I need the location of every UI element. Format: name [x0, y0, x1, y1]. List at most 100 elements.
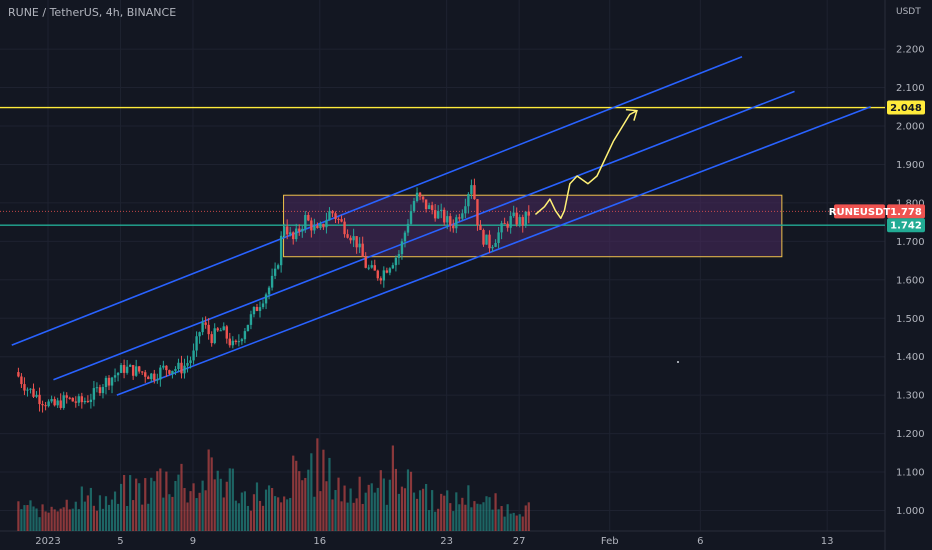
volume-bar: [213, 479, 216, 531]
currency-unit: USDT: [896, 7, 921, 17]
candle-body: [270, 275, 274, 288]
volume-bar: [455, 492, 458, 531]
support-price-tag: 1.742: [890, 221, 922, 232]
candle-body: [177, 362, 180, 370]
candle-body: [92, 388, 96, 400]
volume-bar: [319, 491, 322, 531]
volume-bar: [62, 507, 65, 531]
regression-channel: [11, 56, 871, 396]
candle-body: [461, 213, 464, 219]
volume-bar: [92, 505, 96, 531]
volume-bar: [527, 502, 530, 531]
last-price-tag-box: [887, 204, 925, 219]
channel-line-upper: [11, 56, 743, 346]
channel-line-lower: [116, 106, 871, 396]
candle-body: [20, 376, 23, 385]
volume-bar: [201, 480, 204, 531]
volume-bar: [307, 469, 310, 531]
volume-bar: [331, 499, 334, 531]
candle-body: [334, 213, 337, 220]
time-tick-label: 23: [440, 536, 453, 547]
candle-body: [527, 211, 530, 216]
volume-bar: [249, 510, 253, 531]
candle-body: [264, 294, 268, 304]
candle-body: [86, 400, 90, 402]
volume-bar: [512, 512, 515, 531]
candle-body: [491, 246, 494, 249]
candle-body: [243, 331, 247, 340]
volume-bar: [135, 478, 138, 531]
volume-bar: [464, 504, 467, 531]
time-tick-label: Feb: [601, 536, 619, 547]
candle-body: [95, 387, 99, 389]
candle-body: [207, 324, 210, 335]
volume-bar: [38, 517, 41, 531]
volume-bar: [313, 496, 316, 531]
volume-bar: [428, 510, 431, 531]
symbol-tag-box: [834, 204, 885, 219]
volume-bar: [289, 497, 292, 531]
volume-bar: [231, 468, 234, 531]
volume-bar: [280, 502, 283, 531]
candle-body: [458, 217, 461, 219]
volume-bar: [443, 495, 446, 531]
volume-bar: [132, 500, 135, 531]
candle-body: [430, 205, 434, 211]
price-tick-label: 1.000: [896, 506, 925, 517]
candle-body: [201, 322, 204, 333]
price-tick-label: 1.200: [896, 429, 925, 440]
volume-bar: [243, 491, 247, 531]
volume-bar: [476, 503, 479, 531]
candle-body: [113, 375, 117, 378]
volume-bar: [264, 489, 268, 531]
volume-bar: [68, 509, 71, 531]
candle-body: [473, 185, 476, 200]
candle-body: [195, 336, 198, 351]
candle-body: [376, 270, 379, 279]
candle-body: [62, 395, 65, 408]
volume-bar: [304, 477, 307, 531]
volume-bar: [53, 509, 56, 531]
candle-body: [104, 377, 108, 388]
volume-bar: [385, 504, 388, 531]
volume-bar: [452, 511, 455, 531]
time-tick-label: 9: [190, 536, 196, 547]
candle-body: [156, 379, 159, 381]
candle-body: [385, 270, 389, 273]
volume-bar: [246, 505, 250, 531]
volume-bar: [364, 492, 367, 531]
volume-bar: [409, 471, 413, 531]
volume-bar: [397, 493, 401, 531]
candle-body: [497, 232, 500, 243]
candle-body: [219, 330, 222, 332]
volume-bar: [83, 501, 86, 531]
volume-bar: [104, 496, 108, 531]
price-axis[interactable]: 2.200 2.100 2.000 1.900 1.800 1.700 1.600 1.500…: [896, 45, 925, 517]
volume-bar: [494, 493, 497, 531]
candle-body: [382, 270, 386, 281]
volume-bar: [524, 505, 527, 531]
candle-body: [322, 224, 325, 228]
candle-body: [503, 223, 506, 225]
price-tick-label: 2.200: [896, 45, 925, 56]
symbol-tag: RUNEUSDT: [829, 207, 891, 218]
volume-bar: [497, 509, 500, 531]
candle-body: [228, 338, 232, 346]
candle-body: [204, 322, 207, 325]
candle-body: [186, 363, 189, 366]
candle-body: [446, 216, 449, 223]
candle-body: [370, 265, 373, 268]
candle-body: [343, 221, 346, 235]
candle-body: [509, 216, 512, 228]
candle-body: [500, 223, 503, 233]
time-axis[interactable]: 202359162327Feb61320: [35, 536, 932, 547]
candle-body: [258, 307, 262, 311]
volume-bar: [59, 508, 62, 531]
volume-bar: [225, 481, 228, 531]
candle-body: [74, 401, 77, 403]
candle-body: [89, 399, 93, 402]
volume-bar: [50, 506, 53, 531]
volume-bar: [334, 490, 337, 531]
